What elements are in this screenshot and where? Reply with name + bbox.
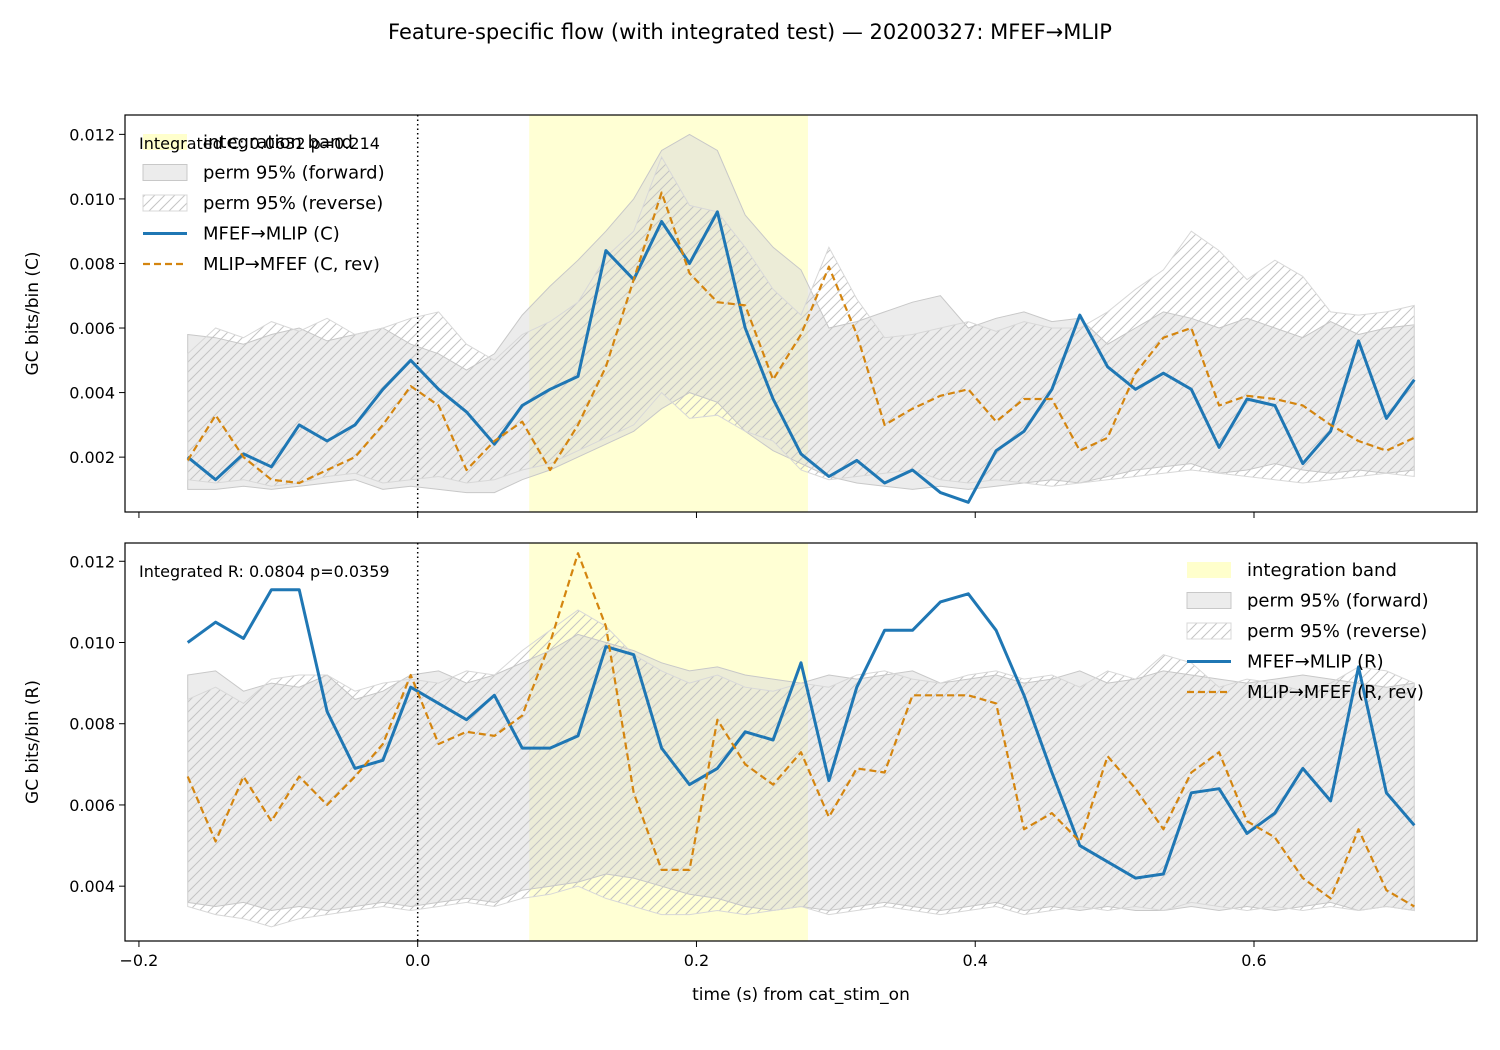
y-tick-label: 0.012 — [69, 125, 115, 144]
legend-label: perm 95% (forward) — [1247, 591, 1429, 612]
integrated-annotation: Integrated C: 0.0632 p=0.214 — [139, 134, 380, 153]
plot-area — [186, 543, 1416, 941]
y-tick-label: 0.012 — [69, 552, 115, 571]
legend-swatch-perm-reverse — [1186, 622, 1232, 640]
y-tick-label: 0.008 — [69, 715, 115, 734]
x-tick-label: 0.4 — [963, 951, 988, 970]
y-tick-label: 0.004 — [69, 384, 115, 403]
axes-frame — [124, 114, 1478, 513]
x-tick-label: 0.2 — [684, 951, 709, 970]
y-tick-label: 0.008 — [69, 254, 115, 273]
legend-label: integration band — [203, 132, 353, 153]
x-tick-label: 0.0 — [405, 951, 430, 970]
series-forward-line — [186, 210, 1416, 504]
series-reverse-line — [186, 191, 1415, 485]
y-tick-label: 0.010 — [69, 190, 115, 209]
legend-label: perm 95% (forward) — [203, 163, 385, 184]
y-axis-label: GC bits/bin (C) — [23, 251, 43, 375]
panel-r: 0.004 0.006 0.008 0.010 0.012 −0.2 0.0 0.2 0.4 0.… — [23, 542, 1478, 970]
y-tick-label: 0.010 — [69, 634, 115, 653]
legend-swatch-band — [143, 134, 187, 150]
legend-label: MFEF→MLIP (C) — [203, 224, 340, 245]
x-axis-label: time (s) from cat_stim_on — [692, 985, 910, 1005]
legend-swatch-perm-forward — [142, 164, 188, 181]
plot-area — [186, 115, 1416, 512]
legend-swatch-band — [1187, 562, 1231, 578]
y-tick-label: 0.002 — [69, 448, 115, 467]
integrated-annotation: Integrated R: 0.0804 p=0.0359 — [139, 562, 390, 581]
x-tick-label: −0.2 — [120, 951, 159, 970]
x-tick-label: 0.6 — [1241, 951, 1266, 970]
y-tick-label: 0.004 — [69, 877, 115, 896]
figure-title: Feature-specific flow (with integrated t… — [388, 20, 1112, 44]
legend-label: MLIP→MFEF (R, rev) — [1247, 682, 1424, 703]
legend-label: perm 95% (reverse) — [203, 193, 383, 214]
panel-c: 0.002 0.004 0.006 0.008 0.010 0.012 GC bits/bi… — [23, 114, 1478, 518]
y-tick-label: 0.006 — [69, 796, 115, 815]
y-axis-label: GC bits/bin (R) — [23, 680, 43, 804]
legend-label: perm 95% (reverse) — [1247, 621, 1427, 642]
series-reverse-line — [186, 552, 1415, 908]
y-tick-label: 0.006 — [69, 319, 115, 338]
legend: integration band perm 95% (forward) perm 9… — [142, 132, 385, 275]
series-forward-line — [186, 588, 1416, 880]
legend-label: integration band — [1247, 560, 1397, 581]
legend-label: MLIP→MFEF (C, rev) — [203, 254, 380, 275]
legend-swatch-perm-forward — [1186, 592, 1232, 609]
axes-frame — [124, 542, 1478, 942]
legend-label: MFEF→MLIP (R) — [1247, 652, 1384, 673]
legend: integration band perm 95% (forward) perm 9… — [1186, 560, 1429, 703]
legend-swatch-perm-reverse — [142, 194, 188, 212]
